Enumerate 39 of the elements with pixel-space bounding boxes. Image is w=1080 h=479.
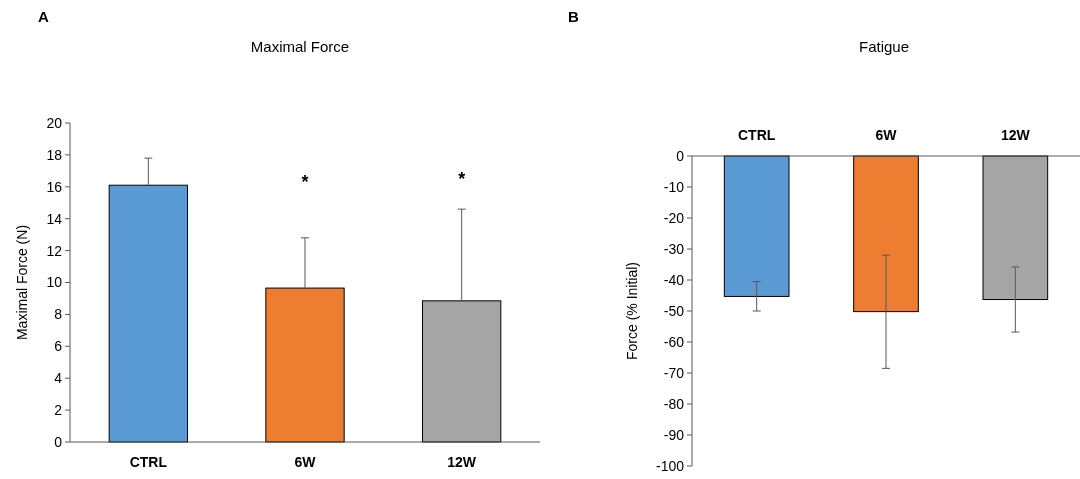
y-tick-label: 8 xyxy=(54,306,63,323)
bar xyxy=(422,300,502,443)
y-tick-label: -10 xyxy=(663,178,685,195)
y-tick-label: 18 xyxy=(46,146,63,163)
y-tick-label: 0 xyxy=(676,147,685,164)
y-tick-label: 20 xyxy=(46,114,63,131)
text: B xyxy=(568,8,579,25)
y-tick-label: 16 xyxy=(46,178,63,195)
y-tick-label: 12 xyxy=(46,242,63,259)
y-tick-label: -40 xyxy=(663,271,685,288)
bar xyxy=(108,184,188,443)
annotation: * xyxy=(458,169,466,189)
y-tick-label: 10 xyxy=(46,274,63,291)
y-tick-label: 4 xyxy=(54,370,63,387)
y-tick-label: 6 xyxy=(54,338,63,355)
x-tick-label: 12W xyxy=(1000,127,1031,143)
y-tick-label: 2 xyxy=(54,402,63,418)
y-tick-label: 0 xyxy=(54,433,63,450)
y-tick-label: -80 xyxy=(663,395,685,412)
y-tick-label: -60 xyxy=(663,333,685,350)
x-tick-label: 12W xyxy=(447,454,477,470)
x-tick-label: 6W xyxy=(294,454,317,470)
chart-title: Maximal Force xyxy=(250,38,350,55)
x-tick-label: 6W xyxy=(875,127,898,143)
bar xyxy=(265,287,345,443)
x-tick-label: CTRL xyxy=(738,127,776,143)
y-tick-label: -30 xyxy=(663,240,685,257)
y-tick-label: -20 xyxy=(663,209,685,226)
y-tick-label: 14 xyxy=(46,210,63,227)
annotation: * xyxy=(301,172,309,192)
y-tick-label: -50 xyxy=(663,302,685,319)
chart-title: Fatigue xyxy=(858,38,910,55)
x-tick-label: CTRL xyxy=(129,454,168,470)
y-tick-label: -100 xyxy=(655,457,685,474)
text: A xyxy=(38,8,49,25)
y-axis-title: Maximal Force (N) xyxy=(13,224,30,341)
y-tick-label: -90 xyxy=(663,426,685,443)
y-axis-title: Force (% Initial) xyxy=(623,261,640,361)
y-tick-label: -70 xyxy=(663,364,685,381)
